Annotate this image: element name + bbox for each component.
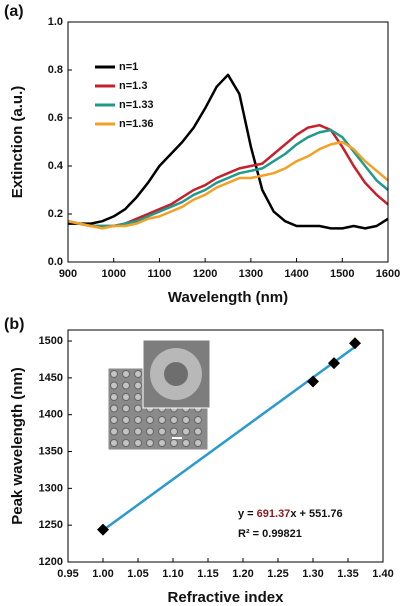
x-tick-label: 1.10 [162,568,183,580]
equation-part: 691.37 [257,508,291,520]
y-tick-label: 1.0 [48,16,63,28]
sem-dot [134,370,142,378]
legend-label: n=1.3 [119,80,147,92]
x-tick-label: 0.95 [57,568,78,580]
equation-part: x + [290,508,309,520]
y-tick-label: 0.0 [48,256,63,268]
fit-equation: y = 691.37x + 551.76 [238,508,343,520]
plot-frame [67,329,384,563]
sem-dot [134,381,142,390]
sem-dot [146,439,154,447]
sem-dot [110,427,118,436]
sem-dot [158,416,166,424]
x-tick-label: 1300 [239,268,263,280]
r-squared: R² = 0.99821 [238,528,302,540]
sem-dot [134,404,142,413]
sem-inset [107,339,211,451]
sem-dot [122,427,130,436]
y-axis-label: Extinction (a.u.) [9,86,26,199]
x-tick-label: 1.30 [302,568,323,580]
x-tick-label: 900 [59,268,77,280]
series-line [68,73,389,230]
y-tick-label: 1250 [39,519,63,531]
sem-dot [182,439,190,447]
legend-label: n=1.36 [119,118,154,130]
x-axis-label: Wavelength (nm) [168,289,288,306]
data-point [328,357,340,370]
legend-label: n=1.33 [119,99,154,111]
y-tick-label: 1350 [39,445,63,457]
series-line [67,123,389,228]
y-tick-label: 0.6 [48,112,63,124]
sem-dot [110,370,118,378]
sem-dot [122,416,130,424]
y-tick-label: 0.2 [48,208,63,220]
x-tick-label: 1500 [330,268,354,280]
equation-part: y = [238,508,257,520]
y-tick-label: 1300 [39,482,63,494]
sem-dot [170,427,178,436]
panel-label: (b) [4,316,24,333]
panel-label: (a) [4,3,24,20]
sem-dot [110,416,118,424]
legend-label: n=1 [119,61,138,73]
sem-dot [158,439,166,447]
x-tick-label: 1400 [284,268,308,280]
equation-part: 551.76 [309,508,343,520]
x-tick-label: 1200 [193,268,217,280]
y-tick-label: 0.8 [48,64,63,76]
y-tick-label: 1200 [39,556,63,568]
sem-dot [122,393,130,401]
x-tick-label: 1.00 [92,568,113,580]
sem-dot [110,439,118,447]
x-tick-label: 1000 [101,268,125,280]
series-line [67,140,389,230]
sem-dot [110,393,118,401]
sem-dot [194,439,202,447]
y-tick-label: 1450 [39,372,63,384]
sem-dot [110,404,118,413]
data-point [307,375,319,388]
sem-dot [122,370,130,378]
y-tick-label: 1500 [39,335,63,347]
sem-dot [182,416,190,424]
y-tick-label: 0.4 [48,160,64,172]
sem-dot [134,427,142,436]
sem-dot [194,427,202,436]
sem-dot [122,404,130,413]
sem-dot [146,416,154,424]
sem-dot [110,381,118,390]
data-point [97,523,109,536]
sem-dot [134,393,142,401]
sem-dot [134,416,142,424]
sem-dot [122,381,130,390]
x-tick-label: 1.35 [337,568,358,580]
y-axis-label: Peak wavelength (nm) [9,367,26,525]
sem-dot [122,439,130,447]
x-tick-label: 1100 [147,268,171,280]
sem-dot [134,439,142,447]
series-line [67,128,389,228]
data-point [349,337,361,350]
sem-dot [146,427,154,436]
y-tick-label: 1400 [39,409,63,421]
x-axis-label: Refractive index [168,589,285,606]
sem-dot [182,427,190,436]
plot-frame [67,21,389,263]
x-tick-label: 1.40 [372,568,393,580]
x-tick-label: 1.20 [232,568,253,580]
x-tick-label: 1.05 [127,568,148,580]
sem-dot [170,416,178,424]
sem-dot [194,416,202,424]
x-tick-label: 1.15 [197,568,218,580]
sem-dot [170,439,178,447]
x-tick-label: 1600 [376,268,400,280]
sem-dot [158,427,166,436]
sem-ring-hole [164,362,188,386]
x-tick-label: 1.25 [267,568,288,580]
